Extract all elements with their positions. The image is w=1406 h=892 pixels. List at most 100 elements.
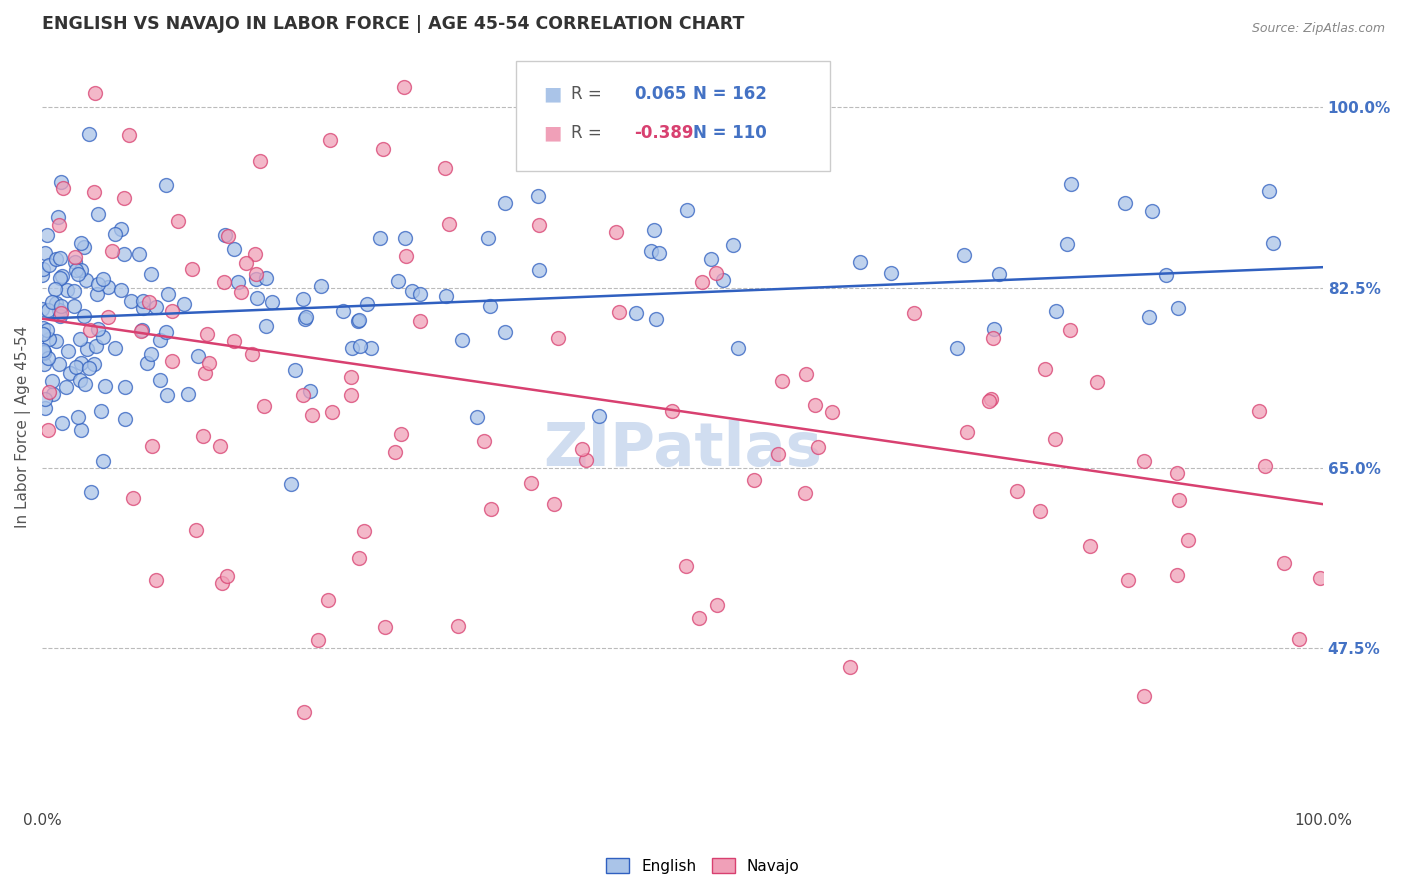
Point xyxy=(1059,323,1081,337)
Point xyxy=(45,295,67,310)
Point xyxy=(294,311,316,326)
Point xyxy=(292,388,315,402)
Point xyxy=(32,262,55,277)
Point xyxy=(214,228,236,243)
Point xyxy=(360,341,382,355)
Point xyxy=(605,225,627,239)
FancyBboxPatch shape xyxy=(516,61,830,171)
Point xyxy=(804,398,827,412)
Point xyxy=(520,475,543,490)
Point xyxy=(299,384,322,398)
Point xyxy=(104,227,127,241)
Point xyxy=(1045,304,1067,318)
Point xyxy=(529,263,551,277)
Point xyxy=(37,302,59,317)
Point xyxy=(389,426,412,441)
Point xyxy=(770,374,793,388)
Point xyxy=(104,341,127,355)
Text: Source: ZipAtlas.com: Source: ZipAtlas.com xyxy=(1251,22,1385,36)
Point xyxy=(240,347,263,361)
Point xyxy=(849,255,872,269)
Point xyxy=(209,439,232,453)
Point xyxy=(128,247,150,261)
Point xyxy=(32,357,55,371)
Point xyxy=(31,326,53,341)
Point xyxy=(118,128,141,143)
Y-axis label: In Labor Force | Age 45-54: In Labor Force | Age 45-54 xyxy=(15,326,31,528)
Point xyxy=(280,476,302,491)
Point xyxy=(156,388,179,402)
Point xyxy=(1142,203,1164,218)
Point xyxy=(401,284,423,298)
Point xyxy=(543,497,565,511)
Point xyxy=(321,405,343,419)
Point xyxy=(640,244,662,259)
Point xyxy=(90,404,112,418)
Point xyxy=(723,237,745,252)
Point xyxy=(193,429,215,443)
Point xyxy=(1156,268,1178,282)
Point xyxy=(465,409,488,424)
Point xyxy=(51,268,73,283)
Point xyxy=(1272,556,1295,570)
Point xyxy=(87,322,110,336)
Point xyxy=(575,452,598,467)
Point xyxy=(648,246,671,260)
Point xyxy=(101,244,124,258)
Point xyxy=(316,593,339,607)
Point xyxy=(744,473,766,487)
Point xyxy=(479,299,502,313)
Point xyxy=(110,221,132,235)
Text: ZIPatlas: ZIPatlas xyxy=(543,420,823,479)
Point xyxy=(349,551,371,566)
Point xyxy=(1258,184,1281,198)
Point xyxy=(494,195,516,210)
Point xyxy=(51,416,73,430)
Point xyxy=(35,323,58,337)
Point xyxy=(245,272,267,286)
Point xyxy=(704,266,727,280)
Point xyxy=(51,306,73,320)
Point xyxy=(953,248,976,262)
Point xyxy=(110,283,132,297)
Point xyxy=(56,344,79,359)
Text: N = 110: N = 110 xyxy=(693,124,766,143)
Point xyxy=(394,231,416,245)
Point xyxy=(77,127,100,141)
Point xyxy=(97,280,120,294)
Point xyxy=(675,558,697,573)
Point xyxy=(51,176,73,190)
Point xyxy=(195,327,218,342)
Point xyxy=(981,331,1004,345)
Point xyxy=(1309,571,1331,585)
Point xyxy=(371,142,394,156)
Point xyxy=(1114,196,1136,211)
Point xyxy=(977,393,1000,408)
Point xyxy=(1116,573,1139,587)
Point xyxy=(447,619,470,633)
Point xyxy=(1261,235,1284,250)
Point xyxy=(308,633,330,648)
Point xyxy=(73,240,96,254)
Point xyxy=(434,161,457,175)
Point xyxy=(1059,177,1081,191)
Point xyxy=(260,295,283,310)
Point xyxy=(48,302,70,317)
Point xyxy=(187,349,209,363)
Point xyxy=(70,423,93,437)
Point xyxy=(84,87,107,101)
Point xyxy=(173,297,195,311)
Point xyxy=(956,425,979,439)
Point xyxy=(821,404,844,418)
Point xyxy=(156,286,179,301)
Point xyxy=(91,330,114,344)
Point xyxy=(347,313,370,327)
Point xyxy=(32,321,55,335)
Point xyxy=(63,255,86,269)
Point xyxy=(162,354,184,368)
Point xyxy=(349,339,371,353)
Point xyxy=(1177,533,1199,547)
Point xyxy=(59,366,82,380)
Point xyxy=(91,454,114,468)
Point xyxy=(437,217,460,231)
